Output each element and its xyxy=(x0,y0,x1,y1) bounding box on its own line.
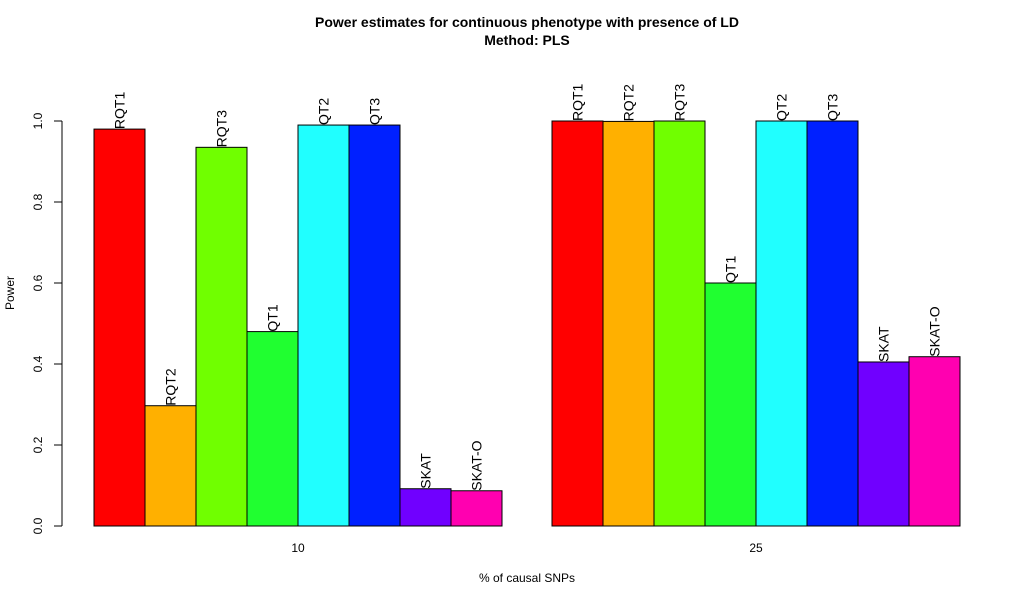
y-tick-label: 0.6 xyxy=(31,274,45,291)
bar-rqt2 xyxy=(144,405,197,527)
y-tick-label: 0.4 xyxy=(31,355,45,372)
bar-rqt3 xyxy=(195,146,248,527)
y-tick-label: 0.8 xyxy=(31,193,45,210)
bar-rqt3 xyxy=(653,120,706,527)
bar-rqt2 xyxy=(602,120,655,527)
bar-qt3 xyxy=(348,124,401,527)
bar-qt1 xyxy=(704,282,757,527)
bar-label: RQT1 xyxy=(112,92,128,130)
bar-label: SKAT xyxy=(418,453,434,489)
bar-label: RQT2 xyxy=(621,84,637,122)
bar-label: RQT3 xyxy=(214,110,230,148)
bar-skat-o xyxy=(450,490,503,527)
group-label: 25 xyxy=(749,541,763,555)
bars-layer: RQT1 RQT2 RQT3 QT1 QT2 QT3 SKAT SKAT-O RQT1 RQT2 R… xyxy=(93,83,961,527)
bar-label: QT3 xyxy=(367,98,383,125)
bar-skat-o xyxy=(908,356,961,527)
y-tick-label: 0.2 xyxy=(31,436,45,453)
bar-label: SKAT xyxy=(876,326,892,362)
group-label: 10 xyxy=(291,541,305,555)
bar-label: QT1 xyxy=(265,304,281,331)
bar-rqt1 xyxy=(93,128,146,527)
bar-label: QT2 xyxy=(316,98,332,125)
bar-label: QT2 xyxy=(774,94,790,121)
bar-skat xyxy=(857,361,910,527)
chart-subtitle: Method: PLS xyxy=(484,32,570,48)
bar-qt3 xyxy=(806,120,859,527)
x-axis-label: % of causal SNPs xyxy=(479,571,575,585)
y-tick-label: 0.0 xyxy=(31,517,45,534)
bar-label: SKAT-O xyxy=(469,440,485,490)
bar-label: RQT2 xyxy=(163,368,179,406)
bar-label: SKAT-O xyxy=(927,306,943,356)
y-axis: 0.0 0.2 0.4 0.6 0.8 1.0 xyxy=(31,112,63,534)
group-labels: 10 25 xyxy=(291,541,763,555)
chart-title: Power estimates for continuous phenotype… xyxy=(315,14,739,30)
bar-label: QT1 xyxy=(723,256,739,283)
bar-qt1 xyxy=(246,331,299,527)
bar-skat xyxy=(399,488,452,527)
bar-qt2 xyxy=(297,124,350,527)
bar-rqt1 xyxy=(551,120,604,527)
bar-label: RQT3 xyxy=(672,83,688,121)
bar-label: RQT1 xyxy=(570,83,586,121)
y-tick-label: 1.0 xyxy=(31,112,45,129)
y-axis-label: Power xyxy=(3,276,17,310)
bar-qt2 xyxy=(755,120,808,527)
bar-label: QT3 xyxy=(825,94,841,121)
